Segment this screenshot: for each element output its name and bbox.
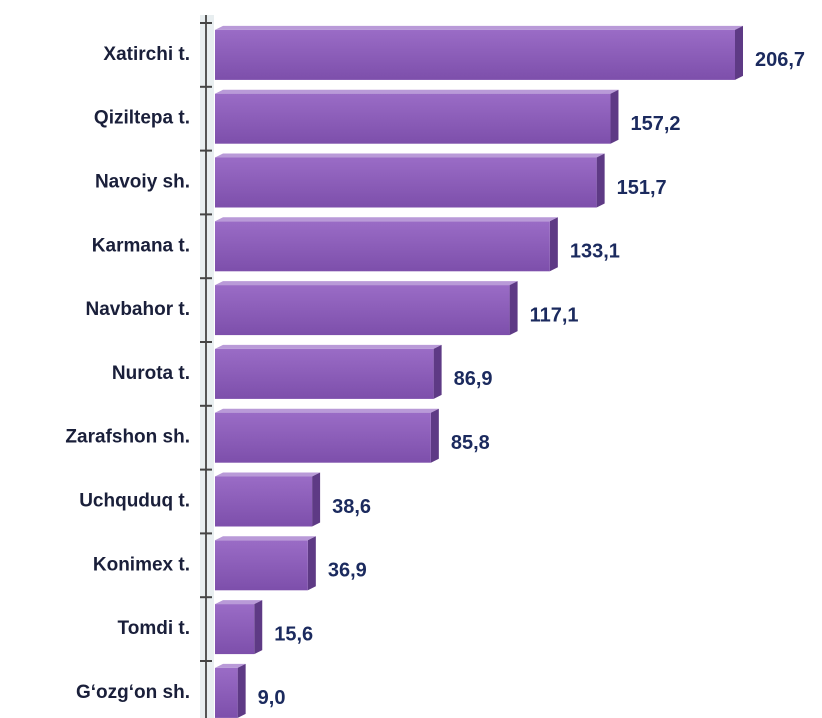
data-label: 36,9 <box>328 560 367 582</box>
bar <box>215 89 619 144</box>
bar-top <box>215 408 439 413</box>
bar-top <box>215 344 442 349</box>
y-tick-label: Nurota t. <box>112 363 190 384</box>
bar <box>215 536 316 591</box>
bar-front <box>215 93 611 144</box>
bar-top <box>215 89 619 94</box>
data-label: 117,1 <box>530 304 579 326</box>
y-tick-label: Uchquduq t. <box>79 491 190 512</box>
y-tick-label: Zarafshon sh. <box>65 427 190 448</box>
y-tick-label: Tomdi t. <box>118 618 190 639</box>
bar-top <box>215 536 316 541</box>
bar <box>215 663 246 718</box>
data-label: 157,2 <box>630 113 680 135</box>
bar-top <box>215 217 558 222</box>
data-label: 86,9 <box>454 368 493 390</box>
bar-front <box>215 667 238 718</box>
bar-front <box>215 540 308 591</box>
bar-top <box>215 281 518 286</box>
bar-top <box>215 153 605 158</box>
y-tick-label: Qiziltepa t. <box>94 108 190 129</box>
bar-side <box>430 408 439 463</box>
bar-side <box>735 25 743 80</box>
bar-side <box>237 663 246 718</box>
bar-front <box>215 285 510 336</box>
bar-side <box>254 600 263 655</box>
y-tick-label: Konimex t. <box>93 554 190 575</box>
data-label: 133,1 <box>570 241 620 263</box>
bar <box>215 600 263 655</box>
bar-front <box>215 29 735 80</box>
bar-top <box>215 25 743 30</box>
bar-side <box>596 153 605 208</box>
bar-front <box>215 157 597 208</box>
y-tick-label: Karmana t. <box>92 235 190 256</box>
y-tick-label: Navbahor t. <box>85 299 190 320</box>
bar-side <box>549 217 558 272</box>
data-label: 9,0 <box>258 687 286 709</box>
bar <box>215 408 439 463</box>
y-tick-label: G‘ozg‘on sh. <box>76 682 190 703</box>
data-label: 85,8 <box>451 432 490 454</box>
bar-front <box>215 412 431 463</box>
bar <box>215 472 321 527</box>
bar-side <box>433 344 442 399</box>
data-label: 15,6 <box>274 623 313 645</box>
y-tick-label: Xatirchi t. <box>103 44 190 65</box>
bar-top <box>215 472 321 477</box>
data-label: 38,6 <box>332 496 371 518</box>
y-tick-label: Navoiy sh. <box>95 172 190 193</box>
bar-front <box>215 476 313 527</box>
bar <box>215 153 605 208</box>
bar <box>215 344 442 399</box>
bar-side <box>312 472 321 527</box>
bar-top <box>215 663 246 668</box>
bar-top <box>215 600 263 605</box>
bar-front <box>215 348 434 399</box>
bar-front <box>215 221 550 272</box>
data-label: 151,7 <box>617 177 667 199</box>
bar <box>215 281 518 336</box>
bar-side <box>509 281 518 336</box>
bar-front <box>215 604 255 655</box>
bar <box>215 217 558 272</box>
bar-side <box>610 89 619 144</box>
data-label: 206,7 <box>755 49 805 71</box>
bar-side <box>307 536 316 591</box>
bar <box>215 25 743 80</box>
